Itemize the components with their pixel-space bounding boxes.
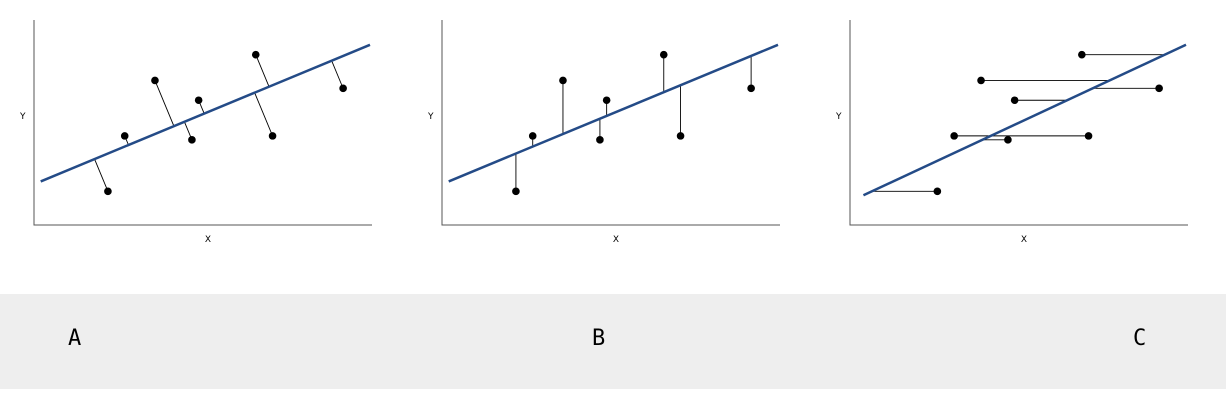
regression-line xyxy=(40,43,371,183)
label-b: B xyxy=(592,326,606,351)
data-point xyxy=(596,136,604,144)
data-point xyxy=(1004,136,1012,144)
data-point xyxy=(251,50,260,59)
chart-panel-b: YX xyxy=(427,20,780,245)
x-axis-label: X xyxy=(1021,235,1027,245)
data-point xyxy=(933,187,942,196)
data-point xyxy=(977,76,985,85)
data-point xyxy=(676,132,685,140)
data-point xyxy=(659,50,668,59)
data-point xyxy=(1078,50,1086,59)
residual-segment xyxy=(154,80,175,127)
residual-segment xyxy=(331,60,344,89)
axis-lines xyxy=(441,20,780,226)
data-point xyxy=(268,132,277,140)
label-a: A xyxy=(68,326,82,351)
y-axis-label: Y xyxy=(427,112,434,122)
residual-segment xyxy=(254,92,273,137)
data-point xyxy=(559,76,567,85)
regression-line xyxy=(448,43,779,183)
data-point xyxy=(104,187,112,196)
axis-lines xyxy=(849,20,1188,226)
data-point xyxy=(120,132,129,140)
data-point xyxy=(1010,96,1019,105)
data-point xyxy=(188,136,196,144)
y-axis-label: Y xyxy=(19,112,26,122)
residual-segment xyxy=(94,158,109,192)
residual-segment xyxy=(255,54,270,87)
data-point xyxy=(1084,132,1093,140)
axis-lines xyxy=(33,20,372,226)
chart-panel-c: YX xyxy=(835,20,1188,245)
label-c: C xyxy=(1133,326,1147,351)
data-point xyxy=(151,76,159,85)
label-band: A B C xyxy=(0,294,1226,389)
data-point xyxy=(528,132,537,140)
data-point xyxy=(512,187,520,196)
data-point xyxy=(194,96,203,105)
data-point xyxy=(339,84,347,93)
data-point xyxy=(950,132,958,140)
y-axis-label: Y xyxy=(835,112,842,122)
x-axis-label: X xyxy=(205,235,211,245)
chart-panel-a: YX xyxy=(19,20,372,245)
data-point xyxy=(602,96,611,105)
data-point xyxy=(747,84,755,93)
regression-line xyxy=(862,43,1187,197)
x-axis-label: X xyxy=(613,235,619,245)
data-point xyxy=(1155,84,1163,93)
